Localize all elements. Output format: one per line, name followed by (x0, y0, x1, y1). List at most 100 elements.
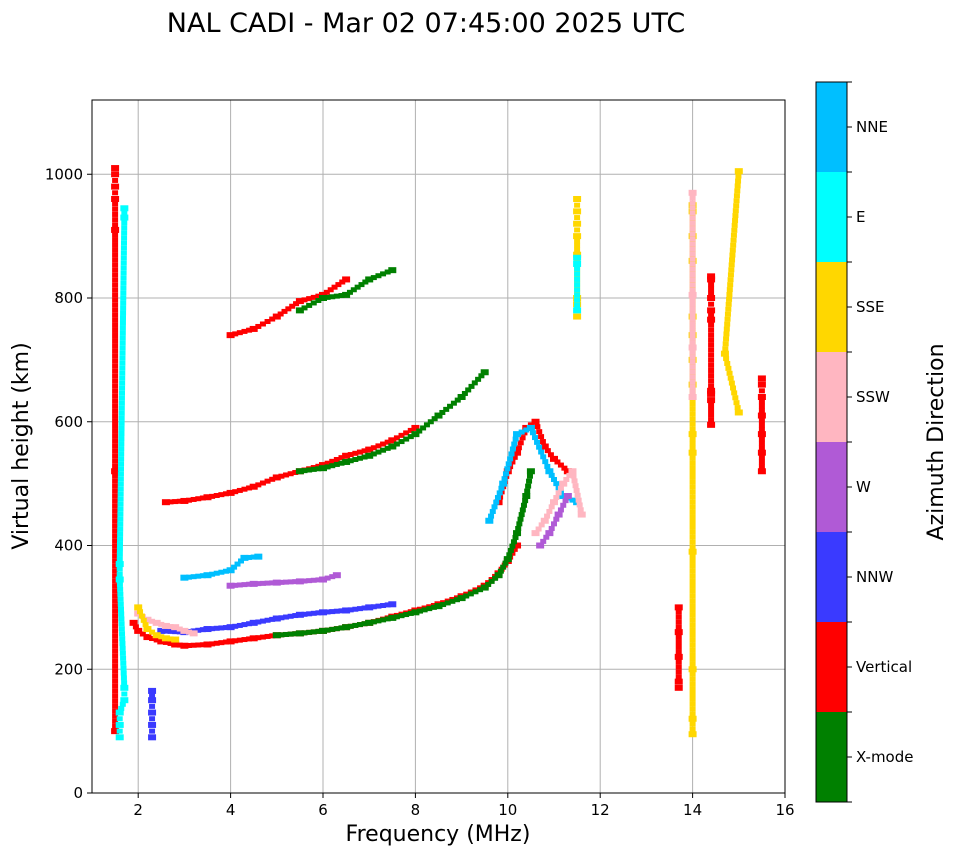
data-point (519, 507, 526, 513)
data-marks (111, 165, 766, 741)
data-point (112, 232, 119, 238)
data-point (112, 282, 119, 288)
data-point (327, 287, 334, 293)
data-point (120, 305, 127, 311)
data-point (427, 419, 434, 425)
data-point (306, 578, 313, 584)
data-point (729, 247, 736, 253)
data-point (548, 472, 555, 478)
data-point (566, 472, 573, 478)
data-point (536, 542, 545, 549)
data-point (116, 541, 123, 547)
data-point (675, 664, 682, 670)
data-point (577, 511, 586, 518)
x-axis-label: Frequency (MHz) (346, 822, 531, 847)
data-point (675, 624, 682, 630)
data-point (112, 373, 119, 379)
data-point (689, 598, 696, 604)
data-point (758, 459, 765, 465)
data-point (306, 302, 313, 308)
data-point (116, 556, 123, 562)
data-point (272, 474, 281, 481)
data-point (674, 678, 683, 685)
data-point (176, 629, 183, 635)
data-point (338, 455, 345, 461)
colorbar: X-mode Vertical NNW W SSW SSE E NNE (815, 81, 913, 803)
data-point (292, 579, 299, 585)
data-point (112, 343, 119, 349)
data-point (407, 434, 414, 440)
data-point (689, 411, 696, 417)
data-point (117, 491, 124, 497)
data-point (689, 573, 696, 579)
data-point (255, 482, 262, 488)
data-point (496, 490, 503, 496)
data-point (675, 609, 682, 615)
data-point (118, 461, 125, 467)
data-point (758, 408, 765, 414)
data-point (120, 265, 127, 271)
data-point (468, 383, 475, 389)
data-point (324, 627, 331, 633)
data-point (310, 300, 317, 306)
data-point (315, 610, 322, 616)
data-point (504, 466, 511, 472)
data-point (338, 625, 345, 631)
plot-frame (91, 99, 786, 794)
data-point (112, 393, 119, 399)
data-point (689, 642, 696, 648)
data-point (517, 440, 524, 446)
data-point (501, 476, 508, 482)
data-point (689, 226, 696, 232)
data-point (116, 566, 123, 572)
data-point (574, 202, 581, 208)
colorbar-label: E (856, 208, 865, 226)
data-point (112, 723, 119, 729)
data-point (306, 467, 313, 473)
data-point (119, 370, 126, 376)
data-point (689, 436, 696, 442)
data-point (536, 444, 543, 450)
data-point (120, 255, 127, 261)
data-point (398, 613, 405, 619)
data-point (246, 621, 253, 627)
data-point (689, 622, 696, 628)
data-point (117, 526, 124, 532)
data-point (116, 551, 123, 557)
data-point (689, 612, 696, 618)
data-point (120, 295, 127, 301)
data-point (689, 534, 696, 540)
data-point (689, 686, 696, 692)
data-point (758, 417, 765, 423)
data-point (688, 449, 697, 456)
data-point (112, 593, 119, 599)
data-point (118, 616, 125, 622)
data-point (287, 471, 294, 477)
data-point (688, 189, 697, 196)
data-point (112, 653, 119, 659)
data-point (443, 406, 450, 412)
data-point (574, 227, 581, 233)
data-point (112, 598, 119, 604)
data-point (112, 633, 119, 639)
data-point (350, 287, 357, 293)
data-point (574, 292, 581, 298)
data-point (333, 456, 340, 462)
data-point (728, 267, 735, 273)
data-point (534, 424, 541, 430)
data-point (523, 427, 530, 433)
data-point (329, 294, 336, 300)
data-point (553, 495, 560, 501)
data-point (112, 292, 119, 298)
data-point (675, 644, 682, 650)
data-point (688, 394, 697, 400)
data-point (226, 624, 235, 631)
data-point (574, 276, 581, 282)
data-point (485, 581, 492, 587)
data-point (120, 660, 127, 666)
trace-third-hop-x-mode (295, 267, 397, 314)
data-point (232, 638, 239, 644)
data-point (161, 622, 170, 629)
data-point (500, 564, 507, 570)
data-point (689, 652, 696, 658)
